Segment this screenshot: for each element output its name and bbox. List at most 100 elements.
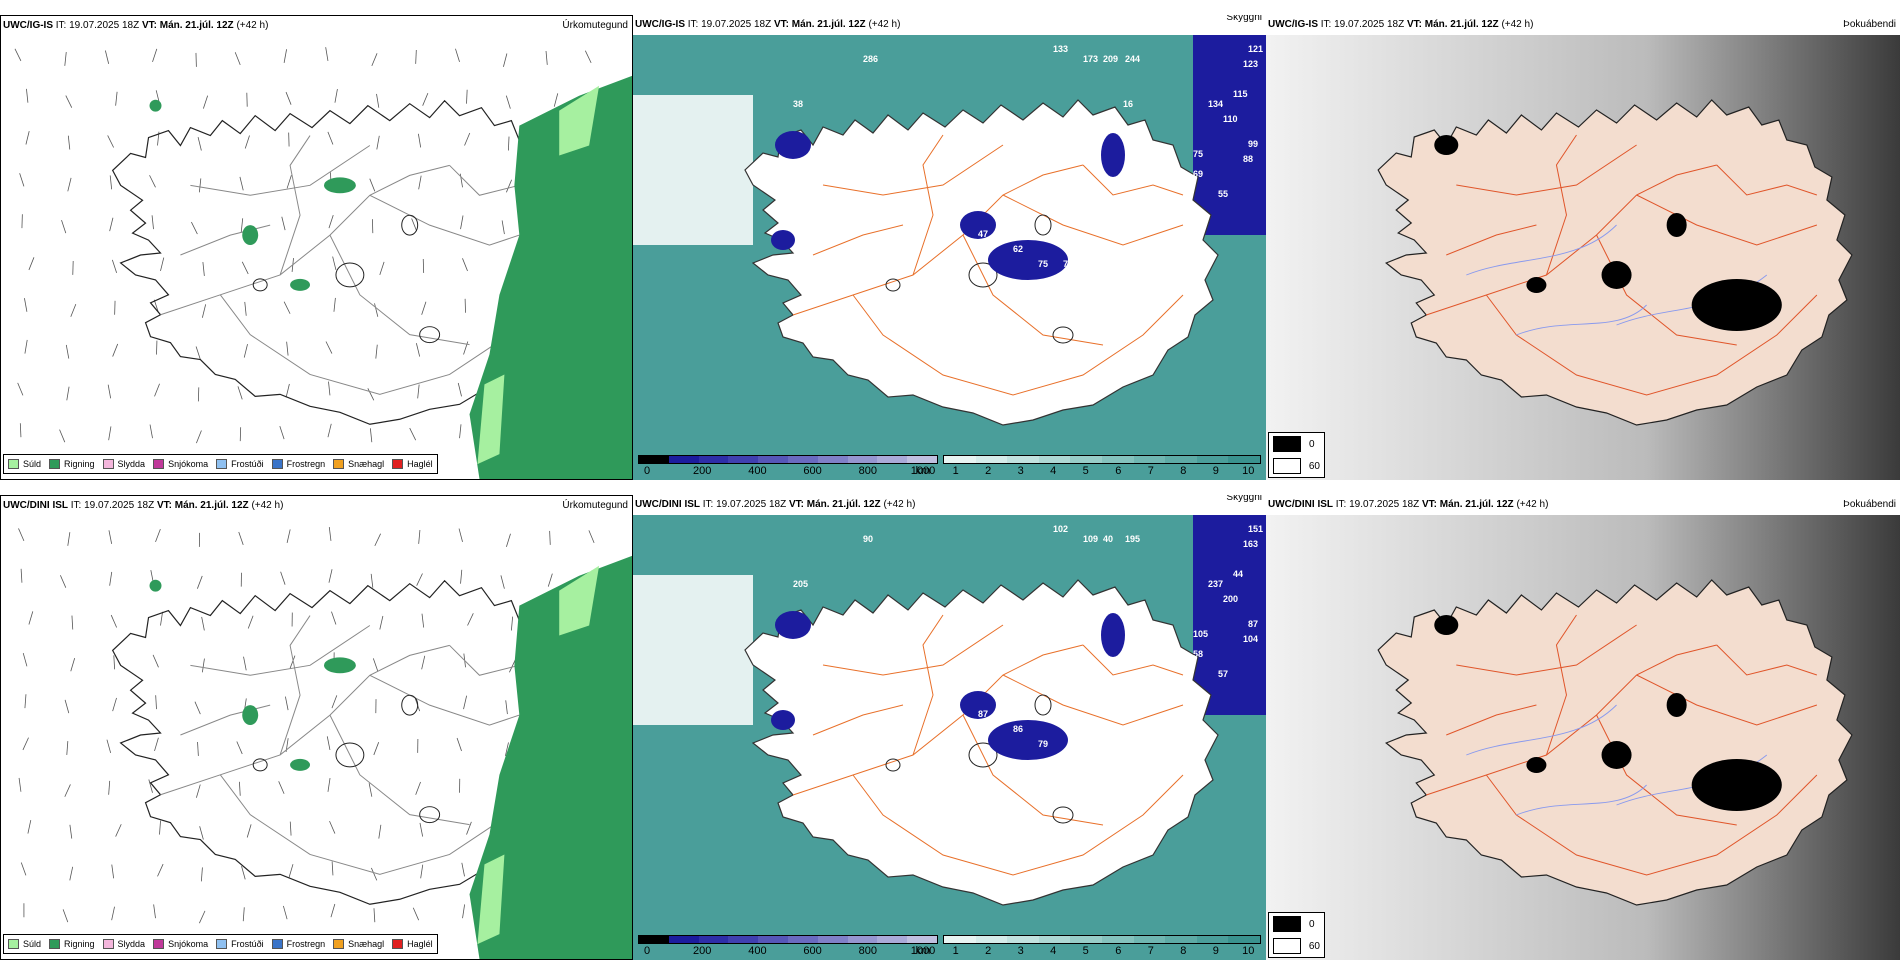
wind-barb xyxy=(150,175,156,187)
wind-barb xyxy=(550,531,551,545)
visibility-value: 205 xyxy=(793,579,808,589)
wind-barb xyxy=(281,572,285,585)
wind-barb xyxy=(67,387,69,401)
fog-core xyxy=(1602,741,1632,769)
visibility-value: 86 xyxy=(1013,724,1023,734)
visibility-value: 102 xyxy=(1053,524,1068,534)
wind-barb xyxy=(245,135,249,148)
legend-item: Snjókoma xyxy=(153,459,208,469)
wind-barb xyxy=(286,92,291,105)
visibility-value: 99 xyxy=(1248,139,1258,149)
wind-barb xyxy=(416,50,417,64)
legend-label: Súld xyxy=(23,459,41,469)
legend-label: Snjókoma xyxy=(168,939,208,949)
precip-type-panel: UWC/DINI ISL IT: 19.07.2025 18Z VT: Mán.… xyxy=(0,495,633,960)
wind-barb xyxy=(196,431,201,444)
fog-patch xyxy=(775,611,811,639)
wind-barb xyxy=(420,823,423,837)
legend-label: 60 xyxy=(1309,461,1320,472)
fog-index-panel: UWC/DINI ISL IT: 19.07.2025 18Z VT: Mán.… xyxy=(1266,495,1900,960)
wind-barb xyxy=(201,867,202,881)
wind-barb xyxy=(502,220,504,234)
fog-core xyxy=(1667,693,1687,717)
wind-barb xyxy=(463,904,465,918)
visibility-value: 163 xyxy=(1243,539,1258,549)
wind-barb xyxy=(284,49,286,63)
wind-barb xyxy=(331,904,335,917)
legend-swatch xyxy=(103,459,114,469)
legend-swatch xyxy=(333,939,344,949)
colorbar-strip xyxy=(943,935,1261,944)
scale-tick: 4 xyxy=(1050,465,1056,477)
fog-patch xyxy=(775,131,811,159)
visibility-value: 75 xyxy=(1063,259,1073,269)
wind-barb xyxy=(460,424,461,438)
panel-title: UWC/IG-IS IT: 19.07.2025 18Z VT: Mán. 21… xyxy=(1268,19,1533,30)
wind-barb xyxy=(28,820,31,834)
legend-swatch xyxy=(272,459,283,469)
wind-barb xyxy=(110,175,111,189)
fog-map xyxy=(1266,515,1900,960)
legend-item: Snæhagl xyxy=(333,939,384,949)
fog-core xyxy=(1692,759,1782,811)
fog-legend-item: 0 xyxy=(1269,913,1324,935)
wind-barb xyxy=(465,133,470,146)
wind-barb xyxy=(462,863,465,877)
scale-tick: 600 xyxy=(803,945,821,957)
scale-tick: 9 xyxy=(1213,945,1219,957)
legend-item: Slydda xyxy=(103,459,146,469)
scale-tick: 1 xyxy=(953,945,959,957)
visibility-value: 200 xyxy=(1223,594,1238,604)
wind-barb xyxy=(67,741,68,755)
wind-barb xyxy=(506,700,508,714)
wind-barb xyxy=(202,659,204,673)
wind-barb xyxy=(326,47,328,61)
wind-barb xyxy=(327,736,330,750)
precip-map xyxy=(1,516,632,959)
visibility-value: 62 xyxy=(1013,244,1023,254)
wind-barb xyxy=(289,864,293,877)
glacier-outline xyxy=(253,759,267,771)
wind-barb xyxy=(112,907,115,921)
scale-tick: 7 xyxy=(1148,945,1154,957)
visibility-panel: UWC/DINI ISL IT: 19.07.2025 18Z VT: Mán.… xyxy=(633,495,1266,960)
wind-barb xyxy=(154,904,156,918)
wind-barb xyxy=(287,342,288,356)
visibility-scale-m: m02004006008001000 xyxy=(638,455,938,478)
legend-label: Súld xyxy=(23,939,41,949)
wind-barb xyxy=(247,824,251,837)
wind-barb xyxy=(114,655,115,669)
fog-patch xyxy=(988,240,1068,280)
wind-barb xyxy=(26,89,27,103)
visibility-label: Skyggni xyxy=(1226,15,1262,23)
wind-barb xyxy=(369,783,372,797)
scale-unit: km xyxy=(916,945,931,957)
visibility-value: 209 xyxy=(1103,54,1118,64)
clear-area xyxy=(633,95,753,245)
scale-tick: 1 xyxy=(953,465,959,477)
visibility-scale-m: m02004006008001000 xyxy=(638,935,938,958)
wind-barb xyxy=(282,217,285,230)
rain-patch xyxy=(290,759,310,771)
road-line xyxy=(330,235,470,345)
legend-item: Rigning xyxy=(49,939,95,949)
wind-barb xyxy=(284,302,290,314)
legend-label: Rigning xyxy=(64,939,95,949)
wind-barb xyxy=(332,695,337,708)
wind-barb xyxy=(71,658,75,671)
legend-swatch xyxy=(392,459,403,469)
wind-barb xyxy=(238,386,242,399)
visibility-value: 69 xyxy=(1193,169,1203,179)
colorbar-strip xyxy=(638,455,938,464)
wind-barb xyxy=(199,178,200,192)
legend-label: Frostúði xyxy=(231,939,264,949)
legend-label: Snæhagl xyxy=(348,459,384,469)
wind-barb xyxy=(237,742,242,754)
wind-barb xyxy=(63,909,68,922)
fog-legend-item: 0 xyxy=(1269,433,1324,455)
